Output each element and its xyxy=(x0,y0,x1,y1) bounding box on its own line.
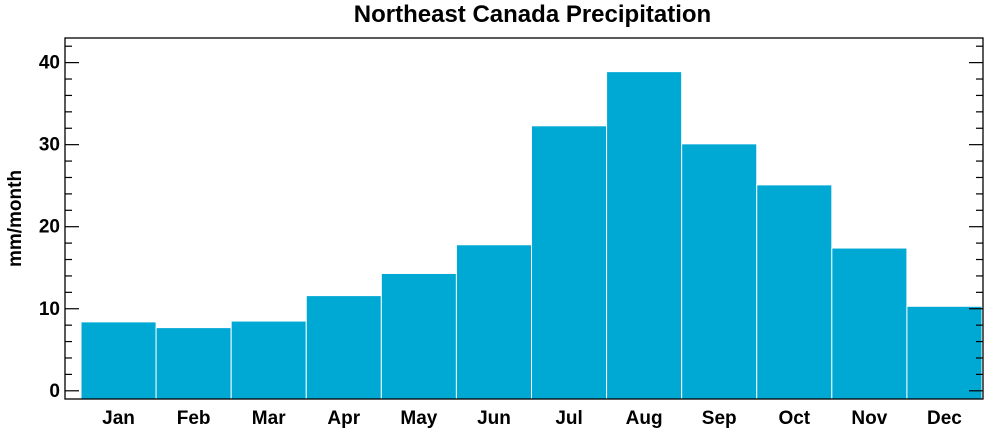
y-axis-label: mm/month xyxy=(5,170,26,267)
bar-may xyxy=(380,272,457,400)
bar-dec xyxy=(906,305,983,400)
y-tick-label: 0 xyxy=(49,381,60,402)
x-tick-label-may: May xyxy=(400,408,437,429)
y-tick-label: 20 xyxy=(39,217,60,238)
bar-jul xyxy=(531,125,608,400)
bar-sep xyxy=(681,143,758,400)
bar-jan xyxy=(80,321,157,400)
x-tick-label-dec: Dec xyxy=(927,408,962,429)
labels-group: 0 10 20 30 40 Jan Feb Mar Apr May Jun Jul Aug Sep Oct N… xyxy=(5,53,962,429)
bar-mar xyxy=(230,320,307,400)
x-tick-label-nov: Nov xyxy=(851,408,887,429)
x-tick-label-mar: Mar xyxy=(252,408,286,429)
bar-oct xyxy=(756,184,833,400)
x-tick-label-sep: Sep xyxy=(702,408,737,429)
x-tick-label-jul: Jul xyxy=(555,408,582,429)
plot-frame xyxy=(64,37,984,400)
x-tick-label-jan: Jan xyxy=(102,408,135,429)
bar-feb xyxy=(155,327,232,400)
y-tick-label: 40 xyxy=(39,53,60,74)
x-tick-label-aug: Aug xyxy=(626,408,663,429)
bar-aug xyxy=(606,71,683,400)
bars-group xyxy=(80,71,983,400)
x-tick-label-feb: Feb xyxy=(177,408,211,429)
x-tick-label-jun: Jun xyxy=(477,408,511,429)
y-tick-label: 30 xyxy=(39,135,60,156)
x-tick-label-oct: Oct xyxy=(778,408,810,429)
y-tick-label: 10 xyxy=(39,299,60,320)
x-tick-label-apr: Apr xyxy=(327,408,360,429)
bar-jun xyxy=(455,244,533,400)
axes-group xyxy=(64,37,984,400)
bar-apr xyxy=(305,295,382,400)
bar-nov xyxy=(831,247,908,400)
chart-title: Northeast Canada Precipitation xyxy=(353,1,712,28)
